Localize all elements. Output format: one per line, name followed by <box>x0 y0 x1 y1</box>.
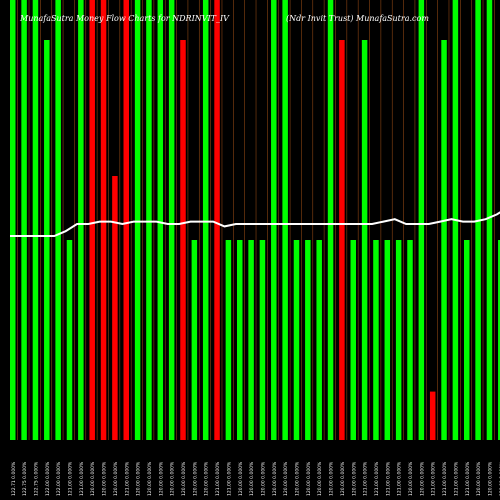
x-tick-label: 120.00 0.000% <box>283 461 289 496</box>
line-layer <box>10 211 500 237</box>
x-tick-label: 120.00 0.000% <box>90 461 96 496</box>
x-tick-label: 120.00 0.000% <box>260 461 266 496</box>
flow-bar <box>123 0 129 440</box>
flow-bar <box>191 240 198 440</box>
flow-bar <box>202 0 209 440</box>
x-tick-label: 122.71 0.000% <box>11 461 17 496</box>
chart-subtitle: (Ndr Invit Trust) MunafaSutra.com <box>286 14 429 23</box>
flow-bar <box>464 240 470 440</box>
flow-bar <box>339 40 345 440</box>
price-line <box>10 211 500 237</box>
x-tick-label: 121.00 0.000% <box>363 461 369 496</box>
x-tick-label: 121.00 0.000% <box>453 461 459 496</box>
flow-bar <box>21 0 27 440</box>
x-tick-label: 121.00 0.000% <box>397 461 403 496</box>
x-tick-label: 120.00 0.000% <box>238 461 244 496</box>
x-tick-label: 121.00 0.000% <box>215 461 221 496</box>
x-tick-label: 120.00 0.000% <box>408 461 414 496</box>
flow-bar <box>373 240 379 440</box>
flow-bar <box>89 0 95 440</box>
x-tick-label: 121.00 0.000% <box>79 461 85 496</box>
flow-bar <box>55 0 61 440</box>
flow-bar <box>10 0 16 440</box>
x-tick-label: 120.00 0.000% <box>329 461 335 496</box>
x-tick-label: 120.00 0.000% <box>487 461 493 496</box>
x-tick-label: 120.00 0.000% <box>476 461 482 496</box>
x-tick-label: 121.00 0.000% <box>465 461 471 496</box>
flow-bar <box>316 240 322 440</box>
flow-bar <box>100 0 107 440</box>
flow-bar <box>112 176 118 440</box>
x-tick-label: 122.75 0.000% <box>22 461 28 496</box>
x-tick-label: 122.75 0.000% <box>33 461 39 496</box>
x-tick-label: 120.00 0.000% <box>158 461 164 496</box>
x-tick-label: 121.00 0.000% <box>431 461 437 496</box>
flow-bar <box>441 40 447 440</box>
chart-title: MunafaSutra Money Flow Charts for NDRINV… <box>20 14 229 23</box>
flow-bar <box>395 240 402 440</box>
x-tick-label: 120.00 0.000% <box>351 461 357 496</box>
flow-bar <box>429 391 436 440</box>
flow-bar <box>350 240 356 440</box>
x-tick-label: 120.00 0.000% <box>192 461 198 496</box>
flow-bar <box>44 40 50 440</box>
x-tick-label: 120.00 0.000% <box>306 461 312 496</box>
x-tick-label: 120.00 0.000% <box>272 461 278 496</box>
x-tick-label: 120.00 0.000% <box>204 461 210 496</box>
x-tick-label: 120.00 0.000% <box>340 461 346 496</box>
flow-bar <box>327 0 334 440</box>
flow-bar <box>498 240 500 440</box>
flow-bar <box>66 240 73 440</box>
x-tick-label: 120.00 0.000% <box>181 461 187 496</box>
x-tick-label: 120.00 0.000% <box>147 461 153 496</box>
flow-bar <box>486 0 493 440</box>
x-tick-label: 122.00 0.000% <box>45 461 51 496</box>
flow-bar <box>248 240 254 440</box>
x-tick-label: 120.00 0.000% <box>499 461 500 496</box>
grid-layer <box>17 0 495 440</box>
flow-bar <box>157 0 164 440</box>
flow-bar <box>32 0 39 440</box>
flow-bar <box>384 240 391 440</box>
flow-bar <box>180 40 186 440</box>
x-tick-label: 122.00 0.000% <box>56 461 62 496</box>
flow-bar <box>214 0 220 440</box>
x-tick-label: 121.00 0.000% <box>374 461 380 496</box>
label-layer: 122.71 0.000% 122.75 0.000% 122.75 0.000% 1… <box>11 461 500 496</box>
flow-bar <box>259 240 266 440</box>
x-tick-label: 121.00 0.000% <box>385 461 391 496</box>
flow-bar <box>78 0 84 440</box>
flow-bar <box>225 240 232 440</box>
x-tick-label: 120.00 0.000% <box>317 461 323 496</box>
flow-bar <box>293 240 300 440</box>
x-tick-label: 120.00 0.000% <box>295 461 301 496</box>
x-tick-label: 120.00 0.000% <box>170 461 176 496</box>
x-tick-label: 120.00 0.000% <box>102 461 108 496</box>
flow-bar <box>237 240 243 440</box>
x-tick-label: 120.00 0.000% <box>113 461 119 496</box>
flow-bar <box>305 240 311 440</box>
x-tick-label: 121.00 0.000% <box>124 461 130 496</box>
x-tick-label: 120.00 0.000% <box>249 461 255 496</box>
flow-bar <box>168 0 175 440</box>
flow-bar <box>134 0 141 440</box>
flow-bar <box>146 0 152 440</box>
x-tick-label: 120.00 0.000% <box>419 461 425 496</box>
flow-bar <box>271 0 277 440</box>
flow-bar <box>407 240 413 440</box>
x-tick-label: 121.00 0.000% <box>226 461 232 496</box>
flow-bar <box>361 40 368 440</box>
x-tick-label: 120.00 0.000% <box>136 461 142 496</box>
flow-bar <box>282 0 288 440</box>
x-tick-label: 121.00 0.000% <box>68 461 74 496</box>
x-tick-label: 121.00 0.000% <box>442 461 448 496</box>
flow-bar <box>418 0 425 440</box>
